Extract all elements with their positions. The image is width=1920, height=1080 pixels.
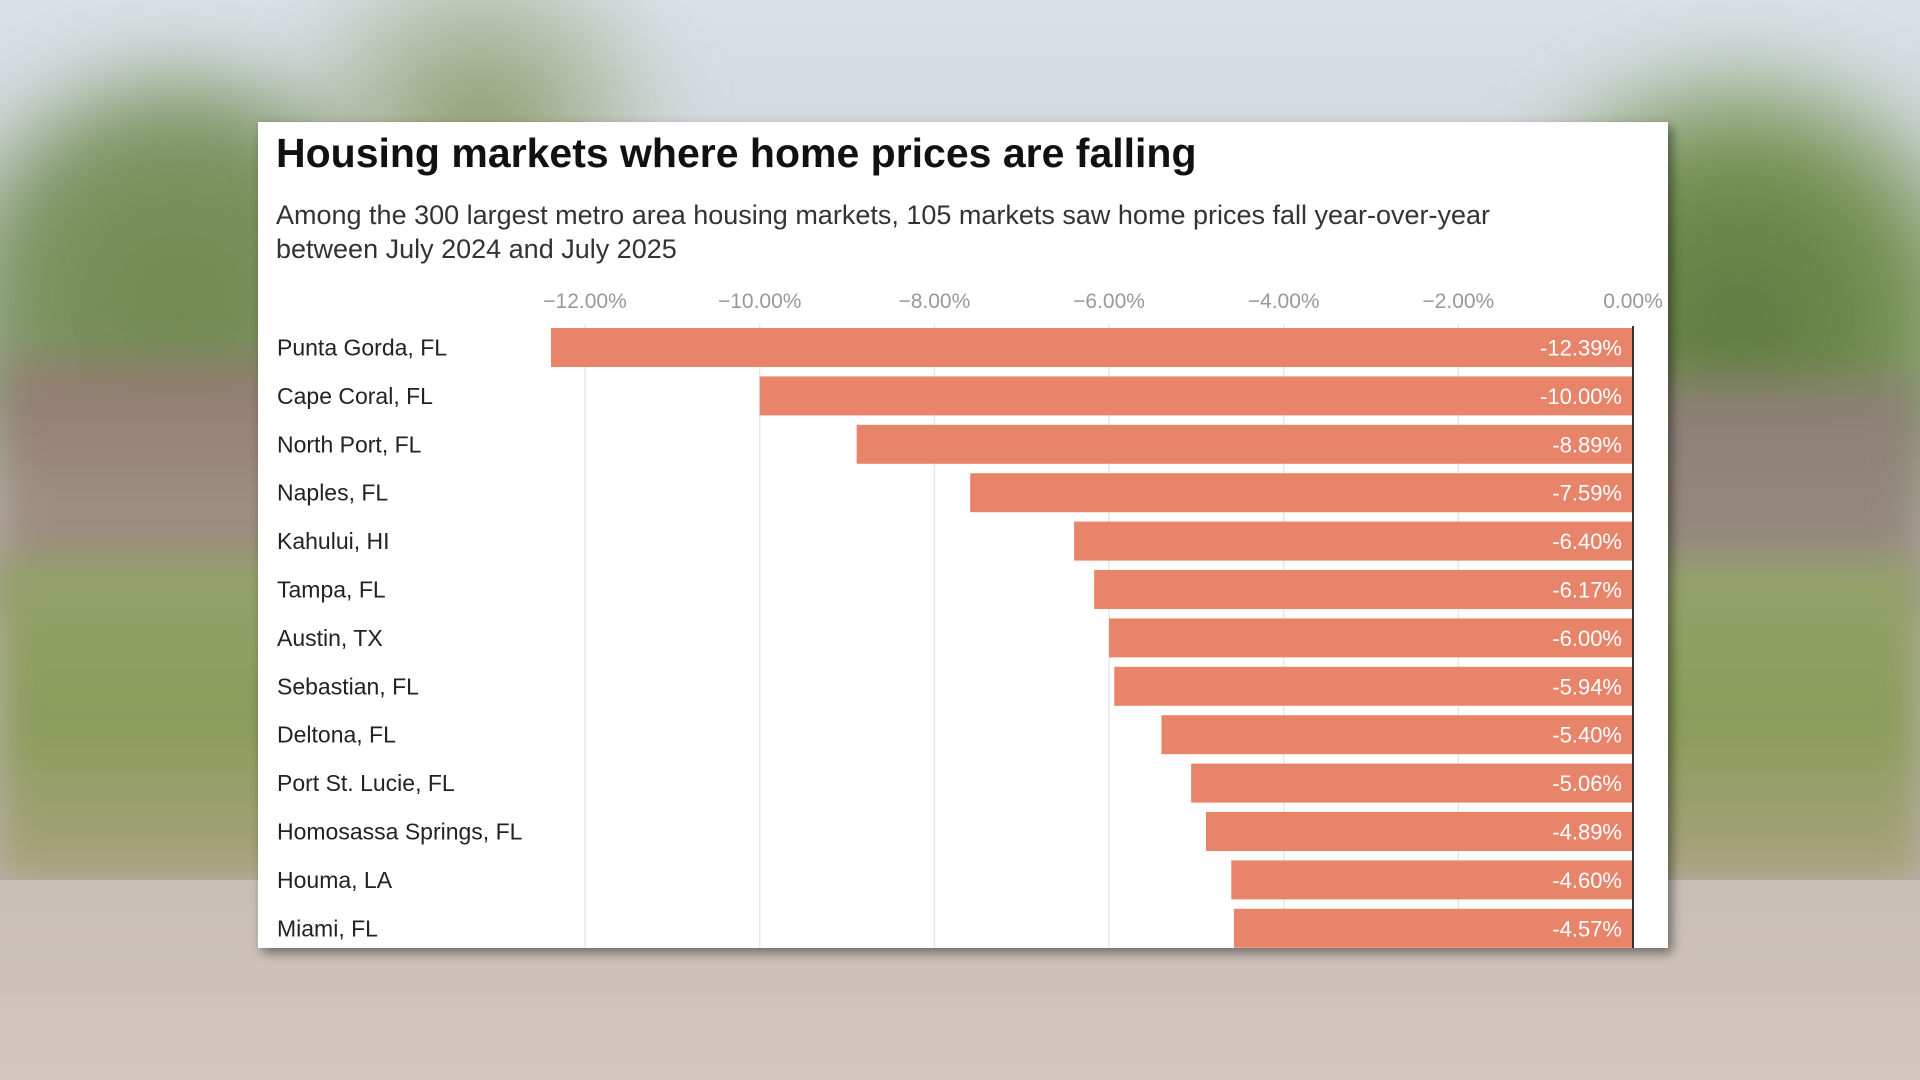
- x-tick-label: −10.00%: [718, 290, 802, 313]
- category-label: Punta Gorda, FL: [277, 335, 447, 361]
- chart-subtitle: Among the 300 largest metro area housing…: [276, 200, 1491, 264]
- bar: [1161, 715, 1633, 755]
- data-label: -6.00%: [1552, 626, 1622, 651]
- x-tick-label: −12.00%: [543, 290, 627, 313]
- x-tick-label: −4.00%: [1248, 290, 1320, 313]
- data-label: -12.39%: [1540, 336, 1622, 361]
- bar-chart: −12.00% −10.00% −8.00% −6.00% −4.00% −2.00% 0.…: [258, 282, 1668, 948]
- category-label: Deltona, FL: [277, 722, 396, 748]
- category-label: North Port, FL: [277, 431, 422, 457]
- category-label: Houma, LA: [277, 867, 393, 893]
- data-label: -5.94%: [1552, 674, 1622, 699]
- chart-card: Housing markets where home prices are fa…: [258, 122, 1668, 948]
- category-label: Cape Coral, FL: [277, 383, 433, 409]
- data-label: -6.40%: [1552, 529, 1622, 554]
- bar: [1205, 812, 1633, 851]
- bar: [1231, 860, 1633, 900]
- category-label: Kahului, HI: [277, 528, 390, 554]
- bar: [1233, 908, 1633, 948]
- category-label: Austin, TX: [277, 625, 383, 651]
- category-label: Sebastian, FL: [277, 673, 419, 699]
- bar: [551, 328, 1633, 367]
- bar: [1109, 618, 1633, 658]
- data-label: -6.17%: [1552, 578, 1622, 603]
- x-tick-label: −2.00%: [1422, 290, 1494, 313]
- bar: [1191, 763, 1633, 803]
- data-label: -5.06%: [1552, 771, 1622, 796]
- data-label: -4.60%: [1552, 868, 1622, 893]
- x-tick-label: −8.00%: [898, 290, 970, 313]
- data-label: -4.89%: [1552, 820, 1622, 845]
- bar: [1114, 666, 1633, 706]
- data-label: -5.40%: [1552, 723, 1622, 748]
- category-label: Naples, FL: [277, 480, 388, 506]
- bar: [1074, 521, 1633, 561]
- data-label: -8.89%: [1552, 432, 1622, 457]
- category-label: Port St. Lucie, FL: [277, 770, 455, 796]
- category-label: Miami, FL: [277, 915, 378, 941]
- x-tick-label: −6.00%: [1073, 290, 1145, 313]
- bar: [1094, 570, 1633, 609]
- x-tick-label: 0.00%: [1603, 290, 1663, 313]
- chart-title: Housing markets where home prices are fa…: [276, 130, 1197, 176]
- category-label: Homosassa Springs, FL: [277, 819, 523, 845]
- category-label: Tampa, FL: [277, 577, 386, 603]
- bar: [759, 376, 1633, 416]
- bar: [856, 424, 1633, 464]
- bar-chart-svg: −12.00% −10.00% −8.00% −6.00% −4.00% −2.00% 0.…: [277, 290, 1663, 948]
- data-label: -10.00%: [1540, 384, 1622, 409]
- data-label: -4.57%: [1552, 916, 1622, 941]
- bar: [970, 473, 1633, 513]
- data-label: -7.59%: [1552, 481, 1622, 506]
